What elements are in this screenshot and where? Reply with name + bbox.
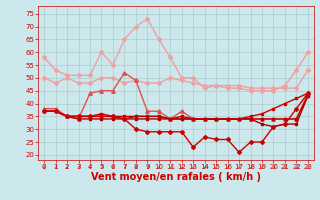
Text: ↓: ↓: [121, 164, 128, 170]
Text: ↓: ↓: [52, 164, 59, 170]
Text: ↓: ↓: [156, 164, 162, 170]
Text: ↓: ↓: [144, 164, 151, 170]
Text: ↓: ↓: [132, 164, 139, 170]
Text: ↓: ↓: [75, 164, 82, 170]
Text: ↓: ↓: [167, 164, 173, 170]
Text: ↓: ↓: [64, 164, 70, 170]
Text: ↓: ↓: [98, 164, 105, 170]
Text: ↓: ↓: [179, 164, 185, 170]
Text: ↓: ↓: [224, 164, 231, 170]
Text: ↓: ↓: [190, 164, 196, 170]
X-axis label: Vent moyen/en rafales ( km/h ): Vent moyen/en rafales ( km/h ): [91, 172, 261, 182]
Text: ↓: ↓: [87, 164, 93, 170]
Text: ↓: ↓: [270, 164, 277, 170]
Text: ↓: ↓: [282, 164, 288, 170]
Text: ↓: ↓: [259, 164, 265, 170]
Text: ↓: ↓: [305, 164, 311, 170]
Text: ↓: ↓: [213, 164, 220, 170]
Text: ↓: ↓: [41, 164, 47, 170]
Text: ↓: ↓: [247, 164, 254, 170]
Text: ↓: ↓: [110, 164, 116, 170]
Text: ↓: ↓: [236, 164, 242, 170]
Text: ↓: ↓: [201, 164, 208, 170]
Text: ↓: ↓: [293, 164, 300, 170]
